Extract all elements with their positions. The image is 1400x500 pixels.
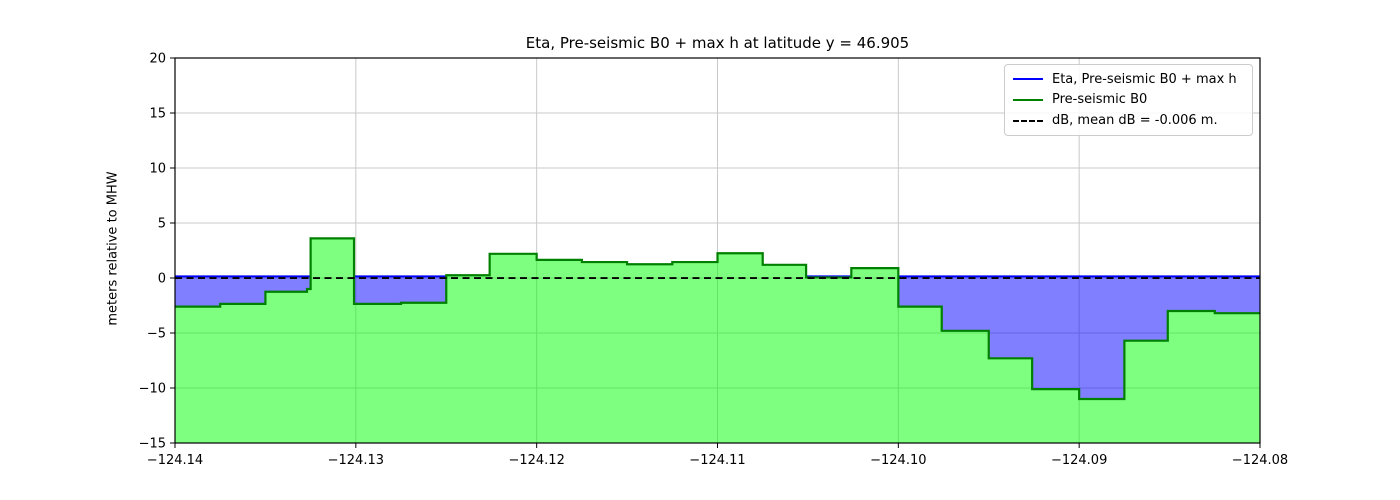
y-tick-label: 15 bbox=[149, 107, 166, 122]
db-dashed-swatch-icon bbox=[1013, 119, 1043, 122]
legend-item-db: dB, mean dB = -0.006 m. bbox=[1013, 114, 1244, 127]
eta-line-swatch-icon bbox=[1013, 78, 1043, 81]
y-tick-label: −15 bbox=[139, 437, 166, 452]
x-tick-label: −124.12 bbox=[508, 453, 564, 468]
eta-area bbox=[175, 276, 311, 307]
x-tick-label: −124.11 bbox=[689, 453, 745, 468]
legend-label-eta: Eta, Pre-seismic B0 + max h bbox=[1052, 71, 1237, 87]
eta-area bbox=[354, 276, 447, 304]
x-tick-label: −124.09 bbox=[1051, 453, 1107, 468]
eta-area bbox=[898, 276, 1260, 399]
legend-label-b0: Pre-seismic B0 bbox=[1052, 92, 1148, 108]
b0-line bbox=[175, 237, 1260, 401]
legend-label-db: dB, mean dB = -0.006 m. bbox=[1052, 113, 1218, 129]
x-tick-label: −124.08 bbox=[1232, 453, 1288, 468]
y-tick-label: 0 bbox=[158, 272, 166, 287]
x-tick-label: −124.14 bbox=[147, 453, 203, 468]
y-tick-label: 5 bbox=[158, 217, 166, 232]
y-tick-label: 10 bbox=[149, 162, 166, 177]
legend-item-b0: Pre-seismic B0 bbox=[1013, 93, 1244, 106]
y-tick-label: −5 bbox=[147, 327, 166, 342]
chart-title: Eta, Pre-seismic B0 + max h at latitude … bbox=[525, 34, 910, 52]
x-tick-label: −124.13 bbox=[328, 453, 384, 468]
x-tick-label: −124.10 bbox=[870, 453, 926, 468]
legend-item-eta: Eta, Pre-seismic B0 + max h bbox=[1013, 73, 1244, 86]
y-tick-label: −10 bbox=[139, 382, 166, 397]
y-axis-label: meters relative to MHW bbox=[105, 171, 121, 326]
legend: Eta, Pre-seismic B0 + max h Pre-seismic … bbox=[1004, 64, 1253, 136]
b0-line-swatch-icon bbox=[1013, 98, 1043, 101]
y-tick-label: 20 bbox=[149, 52, 166, 67]
